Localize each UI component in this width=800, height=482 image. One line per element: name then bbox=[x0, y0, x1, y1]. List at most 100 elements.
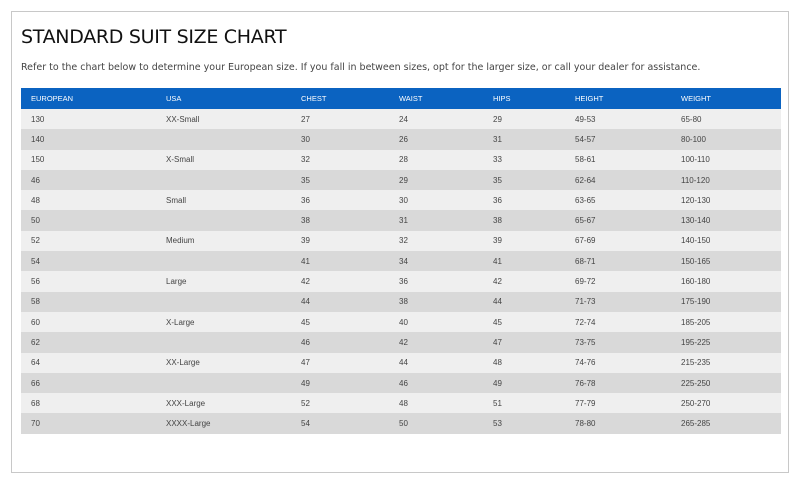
table-row: 56 Large 42 36 42 69-72 160-180 bbox=[21, 271, 781, 292]
table-cell: 58 bbox=[21, 291, 156, 312]
table-cell: 150-165 bbox=[671, 251, 781, 272]
page-title: STANDARD SUIT SIZE CHART bbox=[21, 26, 287, 48]
table-cell: 39 bbox=[291, 230, 389, 252]
table-row: 54 41 34 41 68-71 150-165 bbox=[21, 251, 781, 272]
table-cell: 60 bbox=[21, 311, 156, 333]
table-cell: 54 bbox=[21, 251, 156, 272]
table-cell: 69-72 bbox=[565, 271, 671, 292]
table-row: 68 XXX-Large 52 48 51 77-79 250-270 bbox=[21, 393, 781, 414]
table-cell: 52 bbox=[21, 230, 156, 252]
table-cell: 78-80 bbox=[565, 413, 671, 434]
table-cell: Medium bbox=[156, 230, 291, 252]
table-cell: 47 bbox=[483, 332, 565, 353]
table-cell: 70 bbox=[21, 413, 156, 434]
table-cell: 54-57 bbox=[565, 129, 671, 150]
header-row: EUROPEAN USA CHEST WAIST HIPS HEIGHT WEIGHT bbox=[21, 88, 781, 109]
table-cell: Large bbox=[156, 271, 291, 292]
table-cell: 31 bbox=[389, 210, 483, 231]
table-cell: 33 bbox=[483, 149, 565, 170]
table-cell: 215-235 bbox=[671, 352, 781, 373]
table-cell: 24 bbox=[389, 109, 483, 130]
table-row: 52 Medium 39 32 39 67-69 140-150 bbox=[21, 230, 781, 252]
table-cell: 44 bbox=[483, 291, 565, 312]
table-cell: 140-150 bbox=[671, 230, 781, 252]
table-cell: 72-74 bbox=[565, 311, 671, 333]
table-cell: 30 bbox=[389, 190, 483, 211]
table-cell: 49 bbox=[291, 372, 389, 394]
table-cell: 80-100 bbox=[671, 129, 781, 150]
table-row: 46 35 29 35 62-64 110-120 bbox=[21, 169, 781, 191]
table-cell: 53 bbox=[483, 413, 565, 434]
table-cell: 42 bbox=[483, 271, 565, 292]
table-cell bbox=[156, 291, 291, 312]
table-cell: 46 bbox=[21, 169, 156, 191]
table-cell: 50 bbox=[21, 210, 156, 231]
table-cell: 45 bbox=[483, 311, 565, 333]
table-cell: 66 bbox=[21, 372, 156, 394]
table-cell: 44 bbox=[389, 352, 483, 373]
table-cell bbox=[156, 372, 291, 394]
table-cell: 47 bbox=[291, 352, 389, 373]
table-cell: 42 bbox=[291, 271, 389, 292]
table-row: 64 XX-Large 47 44 48 74-76 215-235 bbox=[21, 352, 781, 373]
table-cell: 225-250 bbox=[671, 372, 781, 394]
table-cell: 50 bbox=[389, 413, 483, 434]
table-cell bbox=[156, 169, 291, 191]
table-cell: 77-79 bbox=[565, 393, 671, 414]
table-cell: 45 bbox=[291, 311, 389, 333]
table-cell: 52 bbox=[291, 393, 389, 414]
table-row: 150 X-Small 32 28 33 58-61 100-110 bbox=[21, 149, 781, 170]
table-cell: 120-130 bbox=[671, 190, 781, 211]
table-cell: 36 bbox=[389, 271, 483, 292]
table-row: 140 30 26 31 54-57 80-100 bbox=[21, 129, 781, 150]
table-cell: 26 bbox=[389, 129, 483, 150]
table-cell: 62-64 bbox=[565, 169, 671, 191]
table-cell: 32 bbox=[291, 149, 389, 170]
table-cell: 39 bbox=[483, 230, 565, 252]
table-cell: XX-Small bbox=[156, 109, 291, 130]
table-cell: 44 bbox=[291, 291, 389, 312]
table-cell: 68 bbox=[21, 393, 156, 414]
column-header: EUROPEAN bbox=[21, 88, 156, 109]
table-cell: 73-75 bbox=[565, 332, 671, 353]
table-cell: 35 bbox=[483, 169, 565, 191]
table-cell bbox=[156, 210, 291, 231]
table-cell bbox=[156, 251, 291, 272]
table-cell: 185-205 bbox=[671, 311, 781, 333]
table-cell: 40 bbox=[389, 311, 483, 333]
column-header: CHEST bbox=[291, 88, 389, 109]
table-cell bbox=[156, 332, 291, 353]
table-cell: 28 bbox=[389, 149, 483, 170]
size-table: EUROPEAN USA CHEST WAIST HIPS HEIGHT WEIGHT 13… bbox=[21, 88, 781, 434]
table-cell: 29 bbox=[389, 169, 483, 191]
table-cell: 67-69 bbox=[565, 230, 671, 252]
table-cell: 65-67 bbox=[565, 210, 671, 231]
table-cell: 58-61 bbox=[565, 149, 671, 170]
table-cell: X-Large bbox=[156, 311, 291, 333]
table-cell: 51 bbox=[483, 393, 565, 414]
table-cell: 54 bbox=[291, 413, 389, 434]
table-cell: 48 bbox=[21, 190, 156, 211]
table-cell: 49 bbox=[483, 372, 565, 394]
table-cell: 64 bbox=[21, 352, 156, 373]
table-cell: XXX-Large bbox=[156, 393, 291, 414]
table-row: 50 38 31 38 65-67 130-140 bbox=[21, 210, 781, 231]
column-header: HEIGHT bbox=[565, 88, 671, 109]
table-cell bbox=[156, 129, 291, 150]
content-panel: STANDARD SUIT SIZE CHART Refer to the ch… bbox=[11, 11, 789, 473]
table-row: 70 XXXX-Large 54 50 53 78-80 265-285 bbox=[21, 413, 781, 434]
intro-text: Refer to the chart below to determine yo… bbox=[21, 62, 701, 73]
table-cell: 130 bbox=[21, 109, 156, 130]
table-cell: 38 bbox=[483, 210, 565, 231]
table-cell: 100-110 bbox=[671, 149, 781, 170]
table-cell: XX-Large bbox=[156, 352, 291, 373]
table-row: 130 XX-Small 27 24 29 49-53 65-80 bbox=[21, 109, 781, 130]
table-cell: X-Small bbox=[156, 149, 291, 170]
table-cell: 48 bbox=[389, 393, 483, 414]
table-cell: 160-180 bbox=[671, 271, 781, 292]
table-cell: 31 bbox=[483, 129, 565, 150]
table-cell: 76-78 bbox=[565, 372, 671, 394]
table-cell: 62 bbox=[21, 332, 156, 353]
table-cell: 130-140 bbox=[671, 210, 781, 231]
table-cell: 150 bbox=[21, 149, 156, 170]
